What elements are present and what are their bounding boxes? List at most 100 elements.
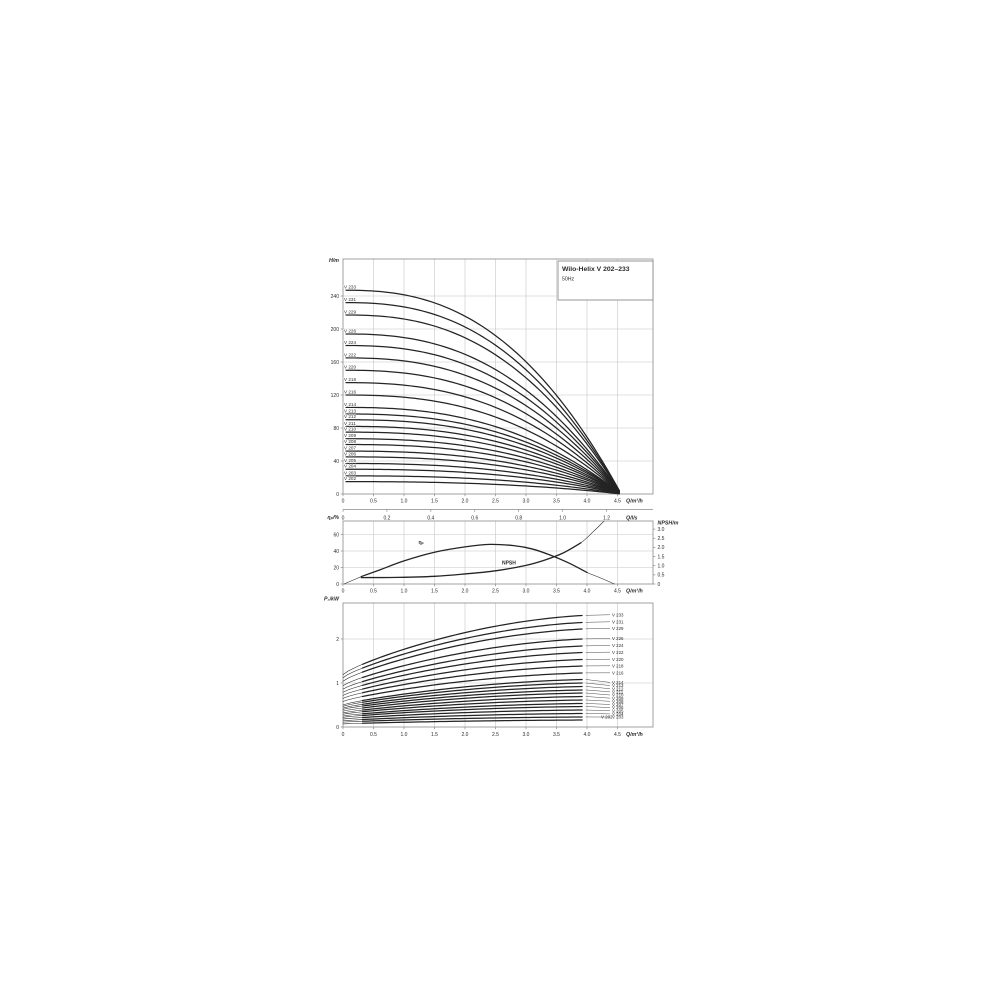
svg-text:V 202: V 202 <box>601 715 613 720</box>
svg-text:3.0: 3.0 <box>658 527 665 533</box>
svg-text:2.0: 2.0 <box>462 589 469 595</box>
svg-text:V 212: V 212 <box>344 414 356 419</box>
svg-text:0: 0 <box>658 582 661 588</box>
svg-text:V 210: V 210 <box>612 693 624 698</box>
svg-text:V 218: V 218 <box>612 663 624 668</box>
svg-text:0: 0 <box>342 499 345 505</box>
svg-text:40: 40 <box>333 459 339 465</box>
svg-text:1.5: 1.5 <box>658 554 665 560</box>
svg-text:V 220: V 220 <box>344 365 356 370</box>
svg-text:40: 40 <box>333 549 339 555</box>
svg-text:1.0: 1.0 <box>658 564 665 570</box>
svg-text:4.5: 4.5 <box>614 499 621 505</box>
svg-text:0: 0 <box>342 516 345 522</box>
svg-text:3.0: 3.0 <box>523 732 530 738</box>
svg-text:Q/m³/h: Q/m³/h <box>626 589 644 595</box>
svg-text:3.0: 3.0 <box>523 499 530 505</box>
svg-text:0.6: 0.6 <box>471 516 478 522</box>
svg-text:V 229: V 229 <box>344 309 356 314</box>
svg-text:4.5: 4.5 <box>614 589 621 595</box>
svg-text:V 214: V 214 <box>612 680 624 685</box>
svg-text:V 224: V 224 <box>612 643 624 648</box>
svg-text:V 224: V 224 <box>344 340 356 345</box>
svg-text:2: 2 <box>336 637 339 643</box>
svg-text:V 220: V 220 <box>612 657 624 662</box>
svg-text:0: 0 <box>336 725 339 731</box>
svg-text:V 207: V 207 <box>612 702 624 707</box>
svg-text:4.0: 4.0 <box>584 732 591 738</box>
svg-text:4.5: 4.5 <box>614 732 621 738</box>
svg-text:Q/l/s: Q/l/s <box>626 516 638 522</box>
svg-text:4.0: 4.0 <box>584 589 591 595</box>
svg-text:V 206: V 206 <box>344 451 356 456</box>
svg-text:V 203: V 203 <box>344 470 356 475</box>
svg-text:ηₚ/%: ηₚ/% <box>327 515 339 521</box>
svg-text:2.0: 2.0 <box>462 732 469 738</box>
svg-text:240: 240 <box>331 294 340 300</box>
svg-text:V 208: V 208 <box>612 699 624 704</box>
svg-text:V 209: V 209 <box>612 696 624 701</box>
svg-text:160: 160 <box>331 360 340 366</box>
svg-text:1.5: 1.5 <box>431 732 438 738</box>
svg-text:2.5: 2.5 <box>658 536 665 542</box>
svg-text:2.5: 2.5 <box>492 732 499 738</box>
svg-text:V 202: V 202 <box>344 476 356 481</box>
svg-text:V 231: V 231 <box>344 297 356 302</box>
svg-text:V 222: V 222 <box>344 352 356 357</box>
svg-text:V 213: V 213 <box>344 408 356 413</box>
svg-text:0: 0 <box>342 589 345 595</box>
svg-text:20: 20 <box>333 565 339 571</box>
svg-text:1.2: 1.2 <box>603 516 610 522</box>
svg-text:V 216: V 216 <box>344 389 356 394</box>
svg-text:1.0: 1.0 <box>401 589 408 595</box>
svg-text:2.5: 2.5 <box>492 589 499 595</box>
svg-text:V 214: V 214 <box>344 402 356 407</box>
svg-text:3.5: 3.5 <box>553 589 560 595</box>
svg-text:50Hz: 50Hz <box>562 277 575 283</box>
svg-text:60: 60 <box>333 532 339 538</box>
svg-text:V 203: V 203 <box>612 715 624 720</box>
svg-text:P₂/kW: P₂/kW <box>324 597 340 603</box>
svg-text:V 233: V 233 <box>344 285 356 290</box>
svg-text:1.0: 1.0 <box>559 516 566 522</box>
svg-text:3.5: 3.5 <box>553 499 560 505</box>
svg-text:200: 200 <box>331 327 340 333</box>
svg-text:V 213: V 213 <box>612 683 624 688</box>
svg-text:Q/m³/h: Q/m³/h <box>626 732 644 738</box>
svg-text:V 233: V 233 <box>612 612 624 617</box>
svg-text:V 205: V 205 <box>344 458 356 463</box>
svg-text:V 207: V 207 <box>344 446 356 451</box>
svg-text:V 204: V 204 <box>344 464 356 469</box>
svg-text:V 205: V 205 <box>612 708 624 713</box>
svg-text:80: 80 <box>333 426 339 432</box>
svg-text:V 208: V 208 <box>344 439 356 444</box>
svg-text:0: 0 <box>342 732 345 738</box>
svg-text:V 222: V 222 <box>612 650 624 655</box>
svg-text:0: 0 <box>336 582 339 588</box>
svg-text:V 209: V 209 <box>344 433 356 438</box>
svg-text:V 218: V 218 <box>344 377 356 382</box>
svg-text:NPSH/m: NPSH/m <box>658 521 679 527</box>
svg-text:1.5: 1.5 <box>431 589 438 595</box>
svg-text:V 226: V 226 <box>344 328 356 333</box>
svg-text:1: 1 <box>336 681 339 687</box>
svg-text:1.0: 1.0 <box>401 732 408 738</box>
svg-text:2.0: 2.0 <box>462 499 469 505</box>
svg-text:V 229: V 229 <box>612 626 624 631</box>
svg-text:V 231: V 231 <box>612 619 624 624</box>
svg-text:120: 120 <box>331 393 340 399</box>
svg-text:V 216: V 216 <box>612 670 624 675</box>
svg-text:0.4: 0.4 <box>427 516 434 522</box>
pump-performance-figure: 0 40 80 120 160 200 240 H/m 0 0.5 1.0 1.5 2.0 2.5 3.0 3… <box>308 243 688 758</box>
svg-text:V 226: V 226 <box>612 636 624 641</box>
svg-text:V 206: V 206 <box>612 705 624 710</box>
svg-text:0.5: 0.5 <box>370 589 377 595</box>
svg-text:ηₚ: ηₚ <box>418 540 423 546</box>
svg-text:2.0: 2.0 <box>658 545 665 551</box>
svg-text:V 211: V 211 <box>612 689 624 694</box>
svg-text:V 211: V 211 <box>344 421 356 426</box>
svg-text:1.0: 1.0 <box>401 499 408 505</box>
svg-text:0.5: 0.5 <box>658 573 665 579</box>
